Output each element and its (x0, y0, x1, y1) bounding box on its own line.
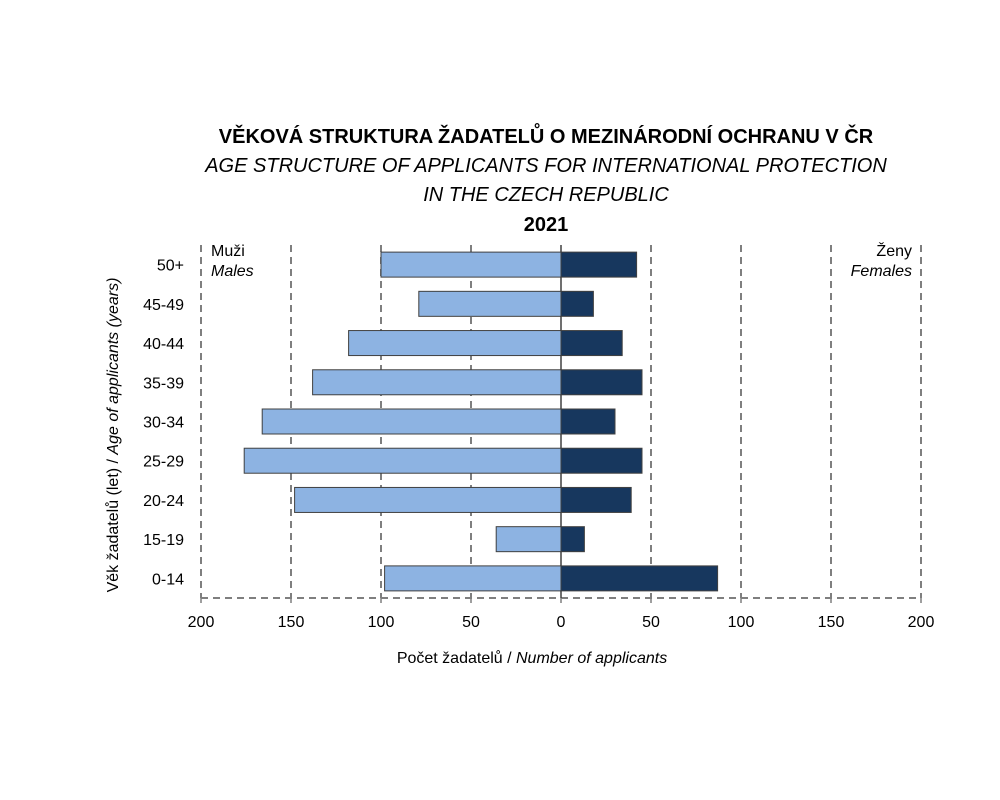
y-category-label: 30-34 (143, 415, 184, 432)
bar-males (243, 447, 562, 474)
chart-title-year: 2021 (523, 214, 569, 236)
y-category-labels: 0-14 15-19 20-24 25-29 30-34 35-39 40-44 45-49 5… (143, 258, 184, 589)
bar-females (560, 251, 638, 278)
x-tick-label: 150 (818, 614, 845, 631)
males-label: Muži (211, 243, 245, 260)
bar-males (294, 486, 562, 513)
bar-females (560, 290, 594, 317)
chart-title-czech: VĚKOVÁ STRUKTURA ŽADATELŮ O MEZINÁRODNÍ … (218, 126, 874, 148)
bar-males (384, 565, 562, 592)
bar-males (495, 526, 562, 553)
x-axis-title: Počet žadatelů / Number of applicants (397, 649, 667, 667)
bars (243, 251, 719, 592)
x-axis-title-en: Number of applicants (516, 650, 667, 667)
x-tick-label: 200 (908, 614, 935, 631)
x-tick-label: 100 (728, 614, 755, 631)
x-tick-label: 100 (368, 614, 395, 631)
y-category-label: 25-29 (143, 454, 184, 471)
x-tick-label: 0 (557, 614, 566, 631)
bar-females (560, 526, 585, 553)
y-axis-title-en: Age of applicants (years) (105, 278, 122, 456)
x-tick-labels: 200 150 100 50 0 50 100 150 200 (188, 614, 935, 631)
females-label: Ženy (876, 241, 912, 260)
y-category-label: 45-49 (143, 297, 184, 314)
bar-males (312, 369, 562, 396)
y-category-label: 15-19 (143, 532, 184, 549)
bar-males (380, 251, 562, 278)
x-tick-label: 150 (278, 614, 305, 631)
bar-males (418, 290, 562, 317)
bar-males (261, 408, 562, 435)
y-category-label: 50+ (157, 258, 184, 275)
chart-title-english-line2: IN THE CZECH REPUBLIC (423, 184, 669, 206)
males-label-en: Males (211, 263, 254, 280)
bar-females (560, 565, 719, 592)
x-tick-label: 200 (188, 614, 215, 631)
y-category-label: 0-14 (152, 571, 184, 588)
y-axis-title-cz: Věk žadatelů (let) / (104, 455, 122, 593)
y-category-label: 20-24 (143, 493, 184, 510)
females-label-en: Females (851, 263, 912, 280)
bar-females (560, 486, 632, 513)
chart-title-english-line1: AGE STRUCTURE OF APPLICANTS FOR INTERNAT… (205, 155, 887, 177)
y-category-label: 40-44 (143, 336, 184, 353)
bar-females (560, 330, 623, 357)
x-axis-title-cz: Počet žadatelů / (397, 649, 516, 667)
chart-title-block: VĚKOVÁ STRUKTURA ŽADATELŮ O MEZINÁRODNÍ … (196, 122, 896, 240)
x-tick-label: 50 (642, 614, 660, 631)
y-category-label: 35-39 (143, 375, 184, 392)
bar-females (560, 447, 643, 474)
x-tick-label: 50 (462, 614, 480, 631)
bar-females (560, 369, 643, 396)
y-axis-title: Věk žadatelů (let) / Age of applicants (… (104, 278, 122, 593)
bar-females (560, 408, 616, 435)
bar-males (348, 330, 562, 357)
